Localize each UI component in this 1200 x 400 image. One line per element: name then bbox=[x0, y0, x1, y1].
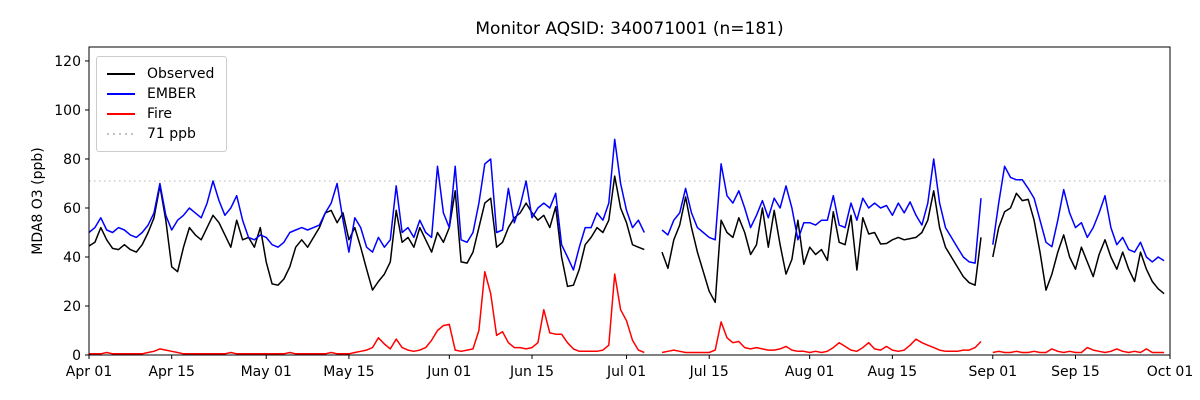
x-tick-label: Jul 01 bbox=[606, 364, 646, 380]
legend-label-ember: EMBER bbox=[147, 86, 197, 102]
y-tick-label: 100 bbox=[54, 103, 81, 119]
y-axis: 0 20 40 60 80 100 120 bbox=[54, 54, 89, 364]
series-ember bbox=[88, 138, 1165, 271]
legend-label-observed: Observed bbox=[147, 66, 215, 82]
y-tick-label: 0 bbox=[72, 348, 81, 364]
x-tick-label: Sep 01 bbox=[968, 364, 1017, 380]
legend-item-observed: Observed bbox=[107, 64, 214, 84]
chart-title: Monitor AQSID: 340071001 (n=181) bbox=[475, 19, 784, 39]
y-tick-label: 80 bbox=[63, 152, 81, 168]
series-observed bbox=[88, 175, 1165, 304]
y-tick-label: 120 bbox=[54, 54, 81, 70]
x-tick-label: Jun 01 bbox=[426, 364, 471, 380]
y-tick-label: 60 bbox=[63, 201, 81, 217]
legend-line-ember-icon bbox=[107, 93, 135, 95]
legend-item-fire: Fire bbox=[107, 104, 214, 124]
series-fire bbox=[89, 270, 1165, 355]
legend-item-ember: EMBER bbox=[107, 84, 214, 104]
legend-label-fire: Fire bbox=[147, 106, 172, 122]
x-tick-label: May 01 bbox=[241, 364, 292, 380]
x-tick-label: Oct 01 bbox=[1147, 364, 1193, 380]
x-tick-label: Jul 15 bbox=[689, 364, 729, 380]
legend-item-threshold: 71 ppb bbox=[107, 124, 214, 144]
x-tick-label: Aug 01 bbox=[785, 364, 835, 380]
x-tick-label: May 15 bbox=[323, 364, 374, 380]
axes-box bbox=[88, 46, 1171, 356]
x-tick-label: Apr 15 bbox=[148, 364, 194, 380]
legend: Observed EMBER Fire 71 ppb bbox=[96, 56, 228, 152]
legend-line-threshold-icon bbox=[107, 133, 135, 135]
legend-label-threshold: 71 ppb bbox=[147, 126, 196, 142]
legend-line-observed-icon bbox=[107, 73, 135, 75]
x-axis: Apr 01 Apr 15 May 01 May 15 Jun 01 Jun 15 Jul … bbox=[66, 355, 1193, 380]
y-tick-label: 20 bbox=[63, 299, 81, 315]
y-tick-label: 40 bbox=[63, 250, 81, 266]
legend-line-fire-icon bbox=[107, 113, 135, 115]
x-tick-label: Jun 15 bbox=[509, 364, 554, 380]
y-axis-label: MDA8 O3 (ppb) bbox=[30, 147, 46, 255]
x-tick-label: Sep 15 bbox=[1051, 364, 1100, 380]
x-tick-label: Apr 01 bbox=[66, 364, 112, 380]
x-tick-label: Aug 15 bbox=[868, 364, 918, 380]
